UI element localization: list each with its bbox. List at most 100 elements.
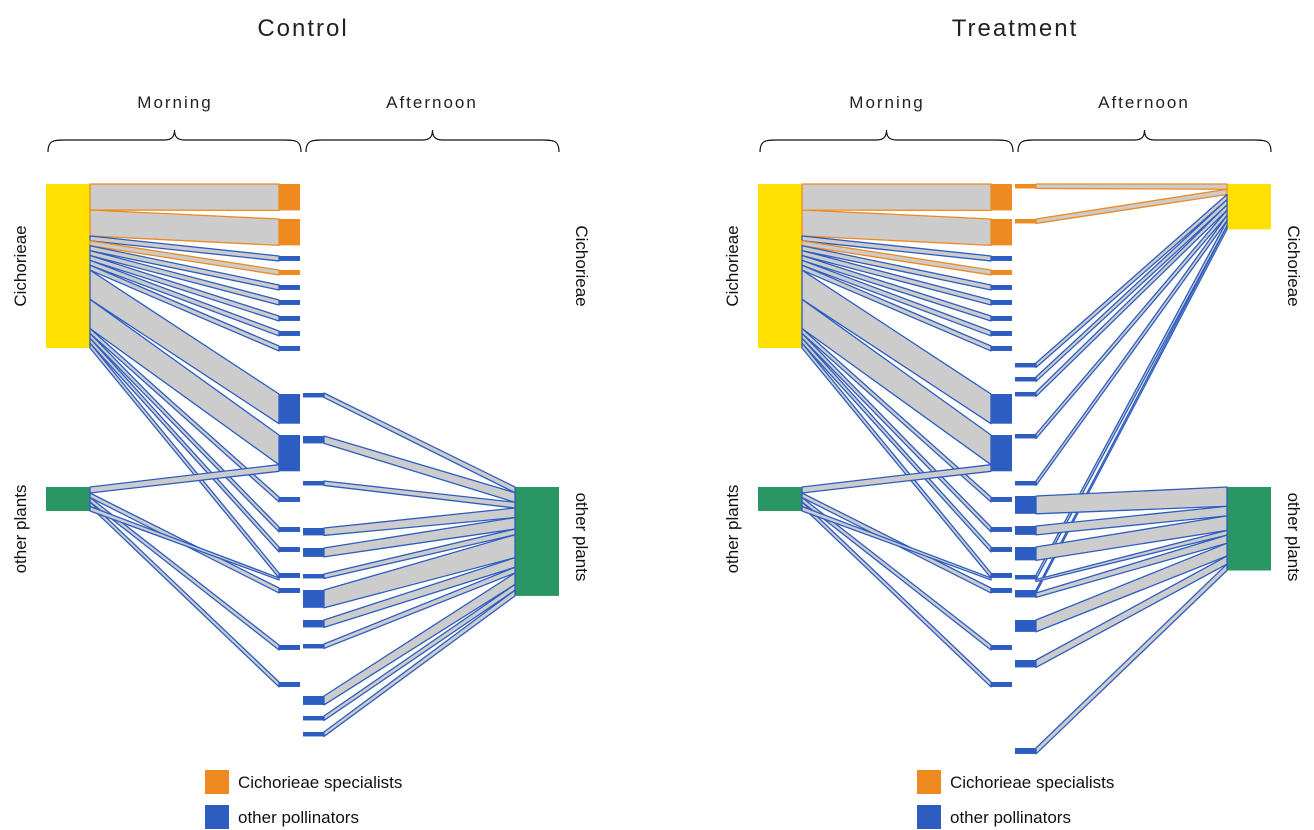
morning-pollinator-node xyxy=(279,527,300,532)
morning-link xyxy=(89,464,280,494)
left-other-plants-label: other plants xyxy=(723,485,742,574)
morning-pollinator-node xyxy=(991,547,1012,552)
afternoon-link xyxy=(1035,183,1228,190)
morning-pollinator-node xyxy=(991,219,1012,246)
morning-pollinator-node xyxy=(279,346,300,351)
legend-other-swatch xyxy=(205,805,229,829)
afternoon-cichorieae-node xyxy=(1227,184,1271,230)
morning-pollinator-node xyxy=(279,682,300,687)
morning-pollinator-node xyxy=(991,346,1012,351)
morning-pollinator-node xyxy=(279,316,300,321)
afternoon-link xyxy=(1035,204,1228,398)
afternoon-pollinator-node xyxy=(1015,392,1036,397)
morning-pollinator-node xyxy=(991,316,1012,321)
afternoon-pollinator-node xyxy=(303,574,324,579)
morning-pollinator-node xyxy=(991,435,1012,472)
afternoon-links xyxy=(323,392,516,738)
morning-pollinator-node xyxy=(991,645,1012,650)
morning-link xyxy=(801,505,992,581)
morning-link xyxy=(801,183,992,212)
panel-title: Treatment xyxy=(952,15,1078,42)
morning-pollinator-node xyxy=(279,588,300,593)
afternoon-pollinator-node xyxy=(1015,481,1036,486)
morning-links xyxy=(801,183,992,688)
morning-pollinator-node xyxy=(991,300,1012,305)
morning-pollinator-node xyxy=(279,184,300,211)
afternoon-other-plants-node xyxy=(515,487,559,596)
morning-links xyxy=(89,183,280,688)
afternoon-label: Afternoon xyxy=(1098,93,1190,112)
afternoon-label: Afternoon xyxy=(386,93,478,112)
afternoon-link xyxy=(1035,209,1228,440)
left-other-plants-label: other plants xyxy=(11,485,30,574)
morning-pollinator-node xyxy=(279,256,300,261)
afternoon-pollinator-node xyxy=(303,590,324,608)
panel-title: Control xyxy=(257,15,348,42)
afternoon-pollinator-nodes xyxy=(303,393,324,737)
morning-pollinator-node xyxy=(991,256,1012,261)
morning-pollinator-node xyxy=(279,285,300,290)
legend-other-label: other pollinators xyxy=(238,808,359,827)
right-other-plants-label: other plants xyxy=(572,493,591,582)
afternoon-pollinator-node xyxy=(1015,363,1036,368)
legend: Cichorieae specialists other pollinators xyxy=(917,770,1114,829)
afternoon-pollinator-node xyxy=(1015,434,1036,439)
morning-pollinator-node xyxy=(279,331,300,336)
legend-specialist-swatch xyxy=(205,770,229,794)
afternoon-pollinator-node xyxy=(1015,575,1036,580)
morning-pollinator-node xyxy=(991,285,1012,290)
morning-pollinator-node xyxy=(991,527,1012,532)
morning-other-plants-node xyxy=(758,487,802,511)
morning-pollinator-node xyxy=(991,497,1012,502)
right-cichorieae-label: Cichorieae xyxy=(572,225,591,306)
morning-pollinator-node xyxy=(279,435,300,472)
afternoon-pollinator-node xyxy=(303,481,324,486)
afternoon-pollinator-node xyxy=(303,696,324,705)
left-cichorieae-label: Cichorieae xyxy=(11,225,30,306)
afternoon-pollinator-node xyxy=(1015,590,1036,598)
morning-pollinator-node xyxy=(991,331,1012,336)
afternoon-link xyxy=(1035,188,1228,225)
morning-pollinator-node xyxy=(279,219,300,246)
legend-specialist-swatch xyxy=(917,770,941,794)
morning-pollinator-node xyxy=(279,300,300,305)
morning-pollinator-node xyxy=(279,497,300,502)
morning-pollinator-node xyxy=(279,573,300,578)
afternoon-pollinator-node xyxy=(303,528,324,536)
afternoon-pollinator-node xyxy=(303,436,324,444)
afternoon-pollinator-node xyxy=(303,732,324,737)
afternoon-pollinator-node xyxy=(1015,219,1036,224)
morning-pollinator-node xyxy=(991,573,1012,578)
afternoon-pollinator-node xyxy=(1015,748,1036,754)
panel-control: Control Morning Afternoon Cichorieae other p… xyxy=(11,15,591,829)
legend-specialist-label: Cichorieae specialists xyxy=(238,773,402,792)
afternoon-pollinator-node xyxy=(1015,184,1036,189)
morning-pollinator-node xyxy=(279,394,300,424)
afternoon-pollinator-node xyxy=(303,393,324,398)
morning-pollinator-node xyxy=(991,588,1012,593)
legend: Cichorieae specialists other pollinators xyxy=(205,770,402,829)
afternoon-pollinator-node xyxy=(1015,496,1036,514)
morning-cichorieae-node xyxy=(46,184,90,348)
morning-pollinator-nodes xyxy=(279,184,300,687)
morning-pollinator-node xyxy=(279,645,300,650)
afternoon-pollinator-node xyxy=(1015,526,1036,535)
afternoon-pollinator-node xyxy=(1015,660,1036,668)
morning-link xyxy=(801,501,992,688)
morning-pollinator-node xyxy=(991,394,1012,424)
morning-cichorieae-node xyxy=(758,184,802,348)
morning-pollinator-node xyxy=(279,270,300,275)
afternoon-link xyxy=(323,392,516,494)
morning-other-plants-node xyxy=(46,487,90,511)
afternoon-pollinator-nodes xyxy=(1015,184,1036,754)
morning-pollinator-nodes xyxy=(991,184,1012,687)
morning-link xyxy=(89,183,280,212)
afternoon-pollinator-node xyxy=(1015,377,1036,382)
afternoon-pollinator-node xyxy=(1015,547,1036,561)
morning-brace xyxy=(47,129,302,153)
morning-label: Morning xyxy=(849,93,924,112)
afternoon-brace xyxy=(1017,129,1272,153)
legend-specialist-label: Cichorieae specialists xyxy=(950,773,1114,792)
left-cichorieae-label: Cichorieae xyxy=(723,225,742,306)
